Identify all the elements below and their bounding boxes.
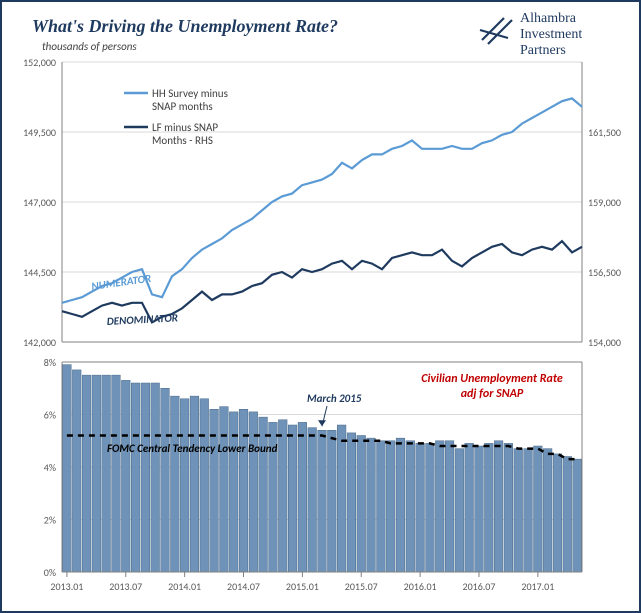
bar [524, 449, 533, 572]
bottom-annotation-3: FOMC Central Tendency Lower Bound [107, 442, 278, 455]
y-right-tick: 156,500 [588, 266, 621, 279]
legend-label: HH Survey minus [152, 87, 228, 100]
bar [386, 441, 395, 572]
chart-svg: What's Driving the Unemployment Rate? tho… [2, 2, 639, 611]
bar [72, 370, 81, 572]
y-right-tick: 154,000 [588, 336, 621, 349]
x-tick: 2015.07 [345, 580, 378, 593]
bar [318, 430, 327, 572]
bar [298, 422, 307, 572]
logo-line2: Investment [520, 27, 582, 42]
bar [543, 449, 552, 572]
x-tick: 2016.01 [404, 580, 437, 593]
bar [200, 399, 209, 572]
bar [406, 441, 415, 572]
bar [82, 375, 91, 572]
x-tick: 2014.01 [168, 580, 201, 593]
bar [484, 443, 493, 572]
chart-title: What's Driving the Unemployment Rate? [32, 16, 338, 36]
y-left-tick: 147,000 [23, 196, 56, 209]
y-left-tick: 142,000 [23, 336, 56, 349]
bar [102, 375, 111, 572]
bar [573, 459, 582, 572]
y-tick: 0% [44, 566, 56, 579]
bar [131, 383, 140, 572]
top-legend: HH Survey minusSNAP months LF minus SNAPM… [124, 87, 228, 147]
top-chart: 142,000 144,500 147,000 149,500 152,000 154,0… [23, 56, 621, 349]
legend-label: LF minus SNAP [152, 121, 218, 134]
bar [504, 443, 513, 572]
bar [337, 425, 346, 572]
bar [63, 365, 72, 572]
bar [121, 380, 130, 572]
top-annotation-0: NUMERATOR [91, 272, 152, 293]
bar [563, 457, 572, 573]
x-tick: 2016.07 [463, 580, 496, 593]
bar [435, 441, 444, 572]
y-tick: 6% [44, 409, 56, 422]
bottom-chart: 0% 2% 4% 6% 8% 2013.01 2013.07 2014.01 2014.07 20… [44, 356, 582, 593]
bar [475, 446, 484, 572]
x-tick: 2017.01 [521, 580, 554, 593]
legend-label: Months - RHS [152, 134, 213, 147]
bar [239, 409, 248, 572]
logo-line1: Alhambra [520, 11, 577, 26]
bar [445, 441, 454, 572]
bar [455, 449, 464, 572]
x-tick: 2015.01 [286, 580, 319, 593]
logo-line3: Partners [520, 43, 566, 58]
y-right-tick: 159,000 [588, 196, 621, 209]
bar [308, 428, 317, 572]
bar [141, 383, 150, 572]
top-annotation-1: DENOMINATOR [106, 311, 178, 328]
x-tick: 2013.01 [50, 580, 83, 593]
bar [180, 399, 189, 572]
bar [259, 417, 268, 572]
legend-label: SNAP months [152, 100, 213, 113]
bar [210, 409, 219, 572]
y-right-tick: 161,500 [588, 126, 621, 139]
bottom-annotation-0: Civilian Unemployment Rate [421, 372, 563, 386]
brand-logo: AlhambraInvestmentPartners [480, 11, 582, 58]
bar [151, 383, 160, 572]
bar [396, 438, 405, 572]
bar [92, 375, 101, 572]
bottom-annotation-2: March 2015 [307, 392, 362, 405]
y-tick: 4% [44, 461, 56, 474]
bar [377, 441, 386, 572]
bar [534, 446, 543, 572]
x-tick: 2014.07 [227, 580, 260, 593]
bar [220, 407, 229, 572]
bar [327, 430, 336, 572]
bar [112, 375, 121, 572]
bar [161, 388, 170, 572]
x-tick: 2013.07 [109, 580, 142, 593]
chart-subtitle: thousands of persons [42, 40, 137, 53]
bar [357, 436, 366, 573]
bar [553, 454, 562, 572]
bar [367, 438, 376, 572]
bottom-annotation-1: adj for SNAP [461, 387, 524, 401]
bar [426, 443, 435, 572]
y-tick: 8% [44, 356, 56, 369]
bar [288, 425, 297, 572]
bar [494, 441, 503, 572]
bar [514, 449, 523, 572]
bar [278, 420, 287, 572]
bar [347, 433, 356, 572]
bar [465, 443, 474, 572]
bar [190, 396, 199, 572]
y-tick: 2% [44, 514, 56, 527]
chart-container: What's Driving the Unemployment Rate? tho… [0, 0, 641, 613]
annotation-arrowhead [318, 420, 326, 426]
y-left-tick: 144,500 [23, 266, 56, 279]
y-left-tick: 149,500 [23, 126, 56, 139]
bar [171, 396, 180, 572]
y-left-tick: 152,000 [23, 56, 56, 69]
bar [416, 443, 425, 572]
